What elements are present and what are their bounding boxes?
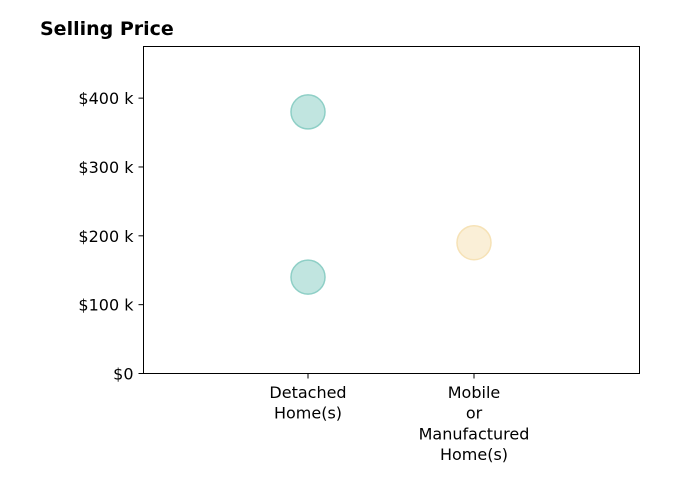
data-point [456,224,492,261]
y-tick-label: $200 k [78,227,134,246]
data-point [290,259,326,295]
x-tick-label: Detached [269,383,346,402]
chart-title: Selling Price [40,18,174,40]
plot-frame [143,46,640,374]
y-tick-label: $0 [113,365,133,384]
x-tick-label: Home(s) [440,445,508,464]
x-tick-label: Manufactured [419,424,530,443]
y-tick-label: $100 k [78,296,134,315]
x-tick-label: Home(s) [274,404,342,423]
data-point [290,94,326,130]
x-tick-label: Mobile [448,383,500,402]
x-tick-label: or [466,404,483,423]
data-points [290,94,492,295]
y-axis: $0 $100 k $200 k $300 k $400 k [78,89,144,384]
y-tick-label: $300 k [78,158,134,177]
y-tick-label: $400 k [78,89,134,108]
